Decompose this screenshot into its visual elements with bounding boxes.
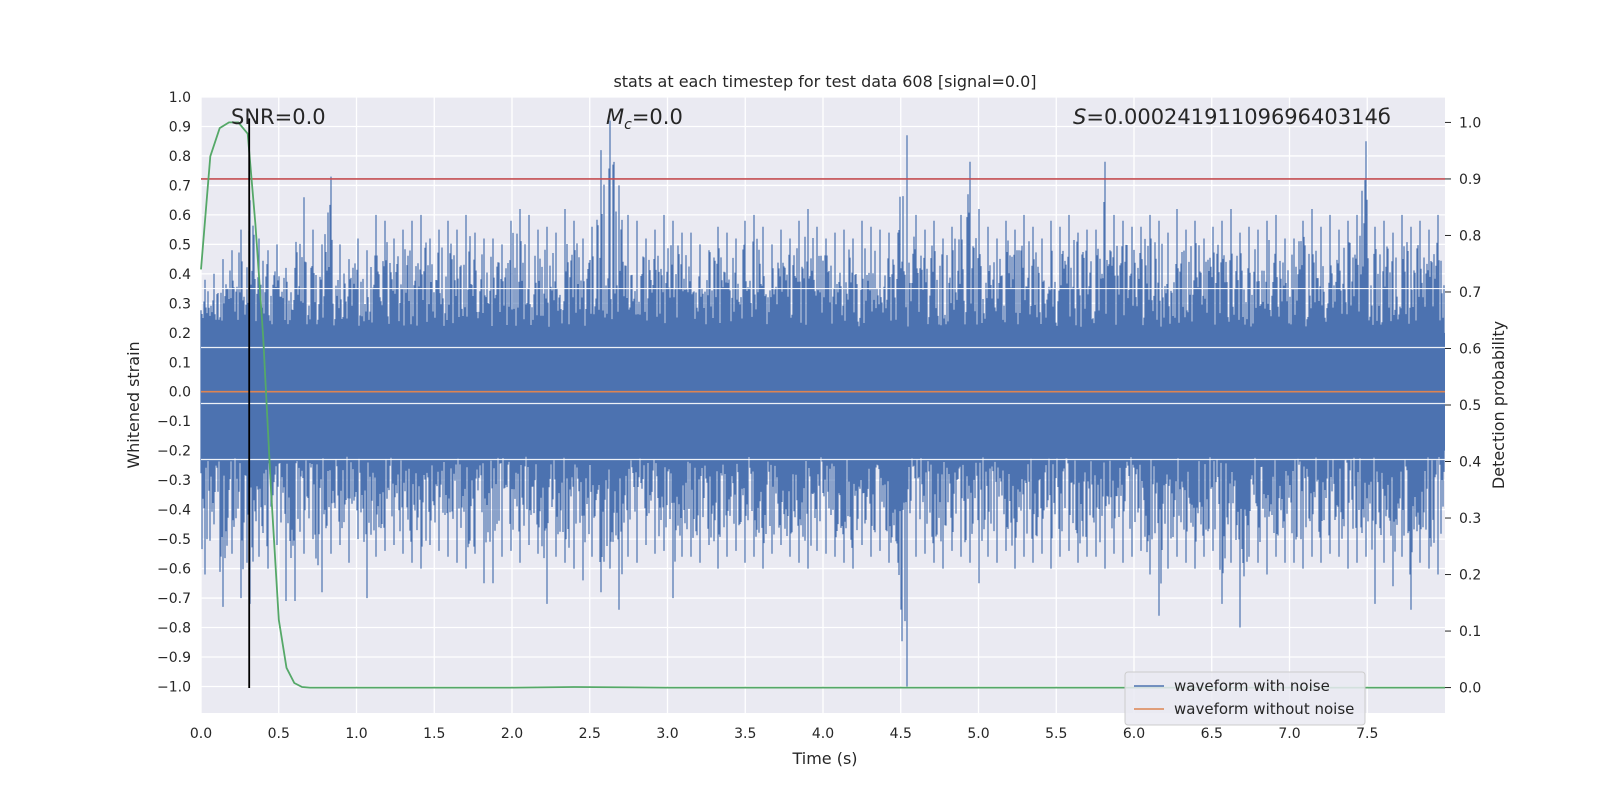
- x-tick-label: 4.5: [890, 726, 912, 742]
- legend: waveform with noise waveform without noi…: [1124, 671, 1366, 726]
- y2-tick-label: 0.9: [1459, 172, 1481, 188]
- probability-line: [200, 121, 1445, 689]
- y-tick-label: −0.5: [157, 532, 191, 548]
- y-tick-label: 0.4: [169, 267, 191, 283]
- x-tick-label: 2.0: [501, 726, 523, 742]
- y2-tick-label: 1.0: [1459, 115, 1481, 131]
- y-tick-label: 0.9: [169, 119, 191, 135]
- x-tick-label: 5.5: [1045, 726, 1067, 742]
- y-tick-label: −0.4: [157, 503, 191, 519]
- y2-tick-label: 0.4: [1459, 455, 1481, 471]
- x-tick-label: 0.5: [268, 726, 290, 742]
- y-tick-label: 0.3: [169, 296, 191, 312]
- legend-label-clean: waveform without noise: [1174, 700, 1354, 718]
- x-tick-label: 1.0: [345, 726, 367, 742]
- score-annotation: S=0.0002419110969640314б: [1073, 105, 1391, 129]
- x-axis-label: Time (s): [791, 749, 857, 768]
- y-tick-label: −0.9: [157, 650, 191, 666]
- y2-tick-label: 0.5: [1459, 398, 1481, 414]
- chart-title: stats at each timestep for test data 608…: [613, 72, 1036, 91]
- y-tick-label: −0.1: [157, 414, 191, 430]
- y-tick-label: −0.3: [157, 473, 191, 489]
- y-tick-label: 0.6: [169, 208, 191, 224]
- legend-label-noise: waveform with noise: [1174, 677, 1330, 695]
- x-tick-label: 4.0: [812, 726, 834, 742]
- y2-tick-label: 0.0: [1459, 681, 1481, 697]
- x-tick-label: 7.5: [1356, 726, 1378, 742]
- x-tick-label: 7.0: [1278, 726, 1300, 742]
- snr-annotation: SNR=0.0: [231, 105, 326, 129]
- mc-value: =0.0: [632, 105, 683, 129]
- y-axis-label: Whitened strain: [124, 341, 143, 468]
- x-tick-label: 3.5: [734, 726, 756, 742]
- x-tick-label: 6.5: [1201, 726, 1223, 742]
- y-tick-label: 0.0: [169, 385, 191, 401]
- y-tick-label: 0.5: [169, 237, 191, 253]
- y-tick-label: 0.2: [169, 326, 191, 342]
- x-tick-label: 5.0: [967, 726, 989, 742]
- s-symbol: S: [1073, 105, 1086, 129]
- y-tick-label: −0.6: [157, 562, 191, 578]
- y-tick-label: 0.8: [169, 149, 191, 165]
- series-detection-probability: [200, 121, 1445, 689]
- y2-tick-label: 0.6: [1459, 341, 1481, 357]
- y2-tick-label: 0.2: [1459, 568, 1481, 584]
- y2-tick-label: 0.3: [1459, 511, 1481, 527]
- y2-tick-label: 0.1: [1459, 624, 1481, 640]
- y2-tick-label: 0.7: [1459, 285, 1481, 301]
- series-waveform-without-noise: [201, 287, 1445, 461]
- x-axis-ticks: 0.0 0.5 1.0 1.5 2.0 2.5 3.0 3.5 4.0 4.5 5.0 5.5 6.0 6…: [190, 726, 1379, 742]
- x-tick-label: 6.0: [1123, 726, 1145, 742]
- y-tick-label: −0.8: [157, 621, 191, 637]
- x-tick-label: 0.0: [190, 726, 212, 742]
- y-tick-label: 0.7: [169, 178, 191, 194]
- mc-symbol: M: [606, 105, 624, 129]
- x-tick-label: 1.5: [423, 726, 445, 742]
- y-tick-label: −0.2: [157, 444, 191, 460]
- y-tick-label: −0.7: [157, 591, 191, 607]
- y-axis-ticks: 1.0 0.9 0.8 0.7 0.6 0.5 0.4 0.3 0.2 0.1 0.0 −0.1 −0.…: [157, 90, 191, 695]
- y-tick-label: 1.0: [169, 90, 191, 106]
- mc-subscript: c: [624, 117, 632, 133]
- s-value: =0.0002419110969640314б: [1086, 105, 1390, 129]
- chirp-mass-annotation: Mc=0.0: [606, 105, 683, 133]
- y-tick-label: −1.0: [157, 679, 191, 695]
- y2-axis-ticks: 0.0 0.1 0.2 0.3 0.4 0.5 0.6 0.7 0.8 0.9 1.0: [1445, 115, 1481, 697]
- y2-axis-label: Detection probability: [1489, 321, 1508, 489]
- legend-box: [1124, 671, 1366, 726]
- x-tick-label: 3.0: [656, 726, 678, 742]
- y2-tick-label: 0.8: [1459, 228, 1481, 244]
- x-tick-label: 2.5: [579, 726, 601, 742]
- y-tick-label: 0.1: [169, 355, 191, 371]
